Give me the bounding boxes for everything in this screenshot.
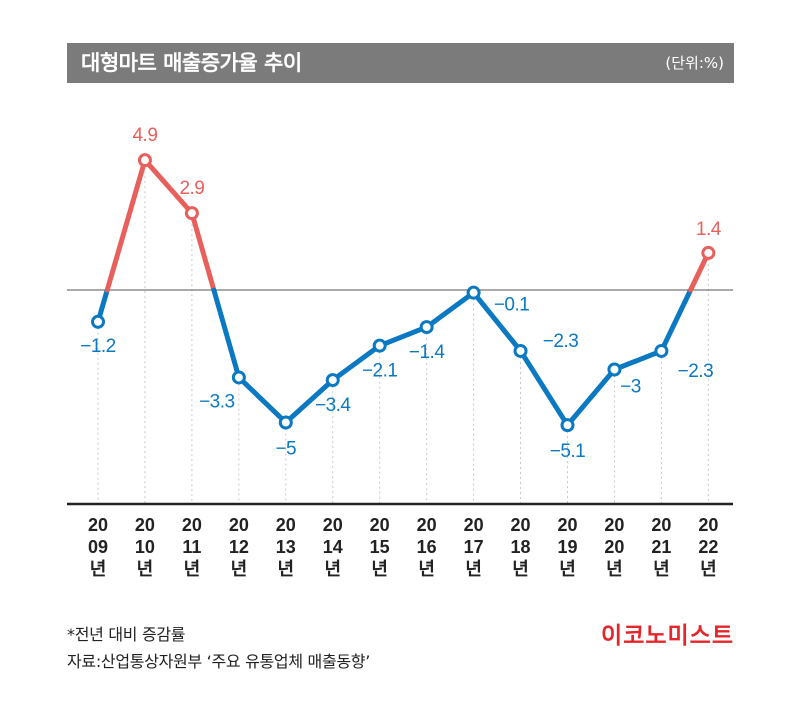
data-label: −1.4 (409, 342, 445, 363)
data-label: 2.9 (179, 178, 204, 199)
tick-label-bottom: 10 (135, 537, 155, 557)
brand-logo: 이코노미스트 (601, 623, 734, 649)
series-line-segment (211, 287, 242, 380)
data-point (278, 415, 293, 430)
tick-label-top: 20 (464, 515, 484, 535)
series-line-segment (236, 374, 289, 425)
tick-label-suffix: 년 (465, 559, 482, 579)
data-point (701, 245, 716, 260)
tick-label-top: 20 (417, 515, 437, 535)
data-label: −5.1 (550, 441, 586, 462)
tick-label-top: 20 (370, 515, 390, 535)
tick-label-top: 20 (698, 515, 718, 535)
tick-label-bottom: 12 (229, 537, 249, 557)
series-line-segment (471, 290, 524, 354)
series-line-segment (330, 343, 383, 383)
data-label: −2.3 (543, 331, 579, 352)
tick-label-bottom: 13 (276, 537, 296, 557)
tick-label-bottom: 20 (604, 537, 624, 557)
tick-label-top: 20 (88, 515, 108, 535)
tick-label-suffix: 년 (700, 559, 717, 579)
tick-label-top: 20 (557, 515, 577, 535)
tick-label-bottom: 22 (698, 537, 718, 557)
data-point (137, 153, 152, 168)
tick-label-top: 20 (182, 515, 202, 535)
data-label: 1.4 (696, 219, 722, 240)
tick-label-suffix: 년 (231, 559, 248, 579)
data-point (372, 338, 387, 353)
data-point (419, 320, 434, 335)
tick-label-top: 20 (276, 515, 296, 535)
tick-label-suffix: 년 (512, 559, 529, 579)
tick-label-bottom: 19 (557, 537, 577, 557)
series-line-segment (104, 157, 148, 293)
data-point (513, 343, 528, 358)
data-point (654, 343, 669, 358)
tick-label-top: 20 (651, 515, 671, 535)
footnote-note: *전년 대비 증감률 (67, 625, 186, 644)
series-line-segment (565, 367, 617, 428)
tick-label-bottom: 15 (370, 537, 390, 557)
data-label: 4.9 (132, 125, 157, 146)
tick-label-suffix: 년 (324, 559, 341, 579)
tick-label-suffix: 년 (418, 559, 435, 579)
tick-label-suffix: 년 (137, 559, 154, 579)
tick-label-bottom: 17 (464, 537, 484, 557)
title-bar: 대형마트 매출증가율 추이 (단위:%) (67, 43, 734, 83)
data-label: −3.3 (199, 391, 235, 412)
tick-label-bottom: 16 (417, 537, 437, 557)
line-chart: −1.2 4.9 2.9 −3.3 −5 −3.4 −2.1 −1.4 −0.1 −2.3 −5.1… (67, 125, 733, 579)
tick-label-suffix: 년 (90, 559, 107, 579)
series-line-segment (518, 348, 570, 428)
tick-label-suffix: 년 (559, 559, 576, 579)
tick-label-suffix: 년 (606, 559, 623, 579)
data-label: −3 (620, 377, 641, 398)
tick-label-top: 20 (229, 515, 249, 535)
series-line-segment (424, 290, 477, 330)
tick-label-top: 20 (604, 515, 624, 535)
data-point (560, 418, 575, 433)
series-line-segment (283, 377, 336, 425)
series-line-segment (658, 287, 694, 354)
tick-label-bottom: 18 (511, 537, 531, 557)
tick-label-bottom: 14 (323, 537, 343, 557)
tick-label-bottom: 09 (88, 537, 108, 557)
chart-title: 대형마트 매출증가율 추이 (81, 51, 302, 75)
series-line-segment (611, 348, 664, 372)
tick-label-bottom: 21 (651, 537, 671, 557)
series-line-segment (142, 157, 195, 216)
data-label: −3.4 (315, 395, 351, 416)
tick-label-top: 20 (323, 515, 343, 535)
tick-label-suffix: 년 (278, 559, 295, 579)
data-point (91, 314, 105, 329)
data-point (184, 206, 199, 221)
series-line-segment (377, 324, 430, 349)
unit-label: (단위:%) (665, 54, 724, 72)
tick-label-bottom: 11 (182, 537, 201, 557)
tick-label-top: 20 (511, 515, 531, 535)
data-label: −2.3 (678, 361, 714, 382)
data-label: −1.2 (80, 336, 116, 357)
tick-label-top: 20 (135, 515, 155, 535)
data-point (466, 285, 481, 300)
data-point (607, 362, 622, 377)
data-label: −0.1 (494, 295, 530, 316)
tick-label-suffix: 년 (653, 559, 670, 579)
data-label: −5 (275, 439, 296, 460)
tick-label-suffix: 년 (184, 559, 201, 579)
data-label: −2.1 (362, 361, 398, 382)
data-point (231, 370, 246, 385)
data-point (325, 373, 340, 388)
tick-label-suffix: 년 (371, 559, 388, 579)
series-line-segment (189, 210, 217, 293)
footnote-source: 자료:산업통상자원부 ‘주요 유통업체 매출동향’ (67, 652, 371, 671)
